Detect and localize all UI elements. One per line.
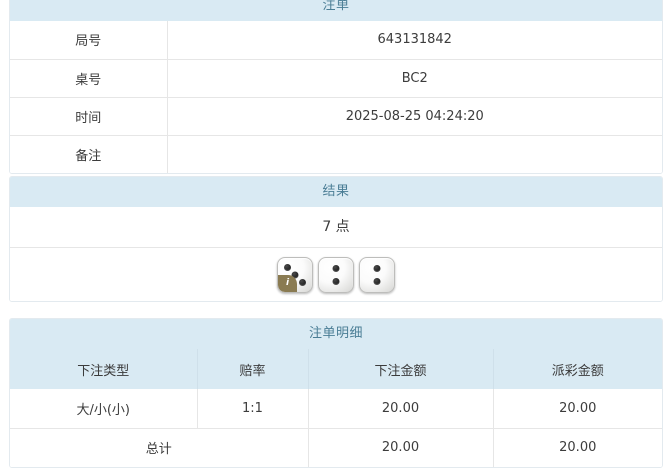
cell-odds: 1:1	[196, 389, 309, 429]
cell-total-payout: 20.00	[492, 427, 662, 467]
table-row: 大/小(小) 1:1 20.00 20.00	[10, 389, 662, 429]
die-pip	[299, 278, 306, 286]
row-label-round-no: 局号	[10, 21, 168, 60]
bet-detail-header: 注单明细	[10, 319, 662, 349]
cell-total-bet-amount: 20.00	[307, 427, 494, 467]
die-pip	[332, 264, 340, 272]
table-row: 局号 643131842	[10, 21, 662, 60]
column-header-bet-type: 下注类型	[10, 349, 198, 389]
die-pip	[373, 264, 381, 272]
row-value-time: 2025-08-25 04:24:20	[166, 96, 662, 136]
die-pip	[284, 263, 291, 271]
die-pip	[291, 271, 299, 278]
die-pip	[332, 277, 340, 285]
info-badge-icon[interactable]: i	[278, 274, 297, 292]
bet-detail-panel: 注单明细 下注类型 赔率 下注金额 派彩金额 大/小(小) 1:1 20.00 …	[9, 318, 663, 468]
result-panel: 结果 7 点 i	[9, 176, 663, 302]
row-value-table-no: BC2	[166, 58, 662, 98]
result-points-text: 7 点	[10, 207, 662, 248]
table-total-row: 总计 20.00 20.00	[10, 427, 662, 467]
dice-row: i	[10, 248, 662, 301]
die-2	[318, 256, 354, 293]
row-value-round-no: 643131842	[166, 21, 662, 60]
row-label-remark: 备注	[10, 134, 168, 173]
cell-bet-amount: 20.00	[307, 389, 494, 429]
table-row: 桌号 BC2	[10, 58, 662, 98]
table-row: 时间 2025-08-25 04:24:20	[10, 96, 662, 136]
die-1: i	[277, 256, 313, 293]
bet-slip-info-table: 局号 643131842 桌号 BC2 时间 2025-08-25 04:24:…	[10, 21, 662, 173]
die-3	[359, 256, 395, 293]
row-label-time: 时间	[10, 96, 168, 136]
result-header: 结果	[10, 177, 662, 207]
bet-slip-info-header: 注单	[10, 0, 662, 21]
column-header-odds: 赔率	[196, 349, 309, 389]
cell-total-label: 总计	[10, 427, 309, 467]
bet-detail-table: 下注类型 赔率 下注金额 派彩金额 大/小(小) 1:1 20.00 20.00…	[10, 349, 662, 467]
row-label-table-no: 桌号	[10, 58, 168, 98]
cell-bet-type: 大/小(小)	[10, 389, 198, 429]
column-header-payout: 派彩金额	[492, 349, 662, 389]
column-header-bet-amount: 下注金额	[307, 349, 494, 389]
table-header-row: 下注类型 赔率 下注金额 派彩金额	[10, 349, 662, 389]
die-pip	[373, 277, 381, 285]
cell-payout: 20.00	[492, 389, 662, 429]
table-row: 备注	[10, 134, 662, 173]
row-value-remark	[166, 134, 662, 173]
bet-slip-info-panel: 注单 局号 643131842 桌号 BC2 时间 2025-08-25 04:…	[9, 0, 663, 174]
